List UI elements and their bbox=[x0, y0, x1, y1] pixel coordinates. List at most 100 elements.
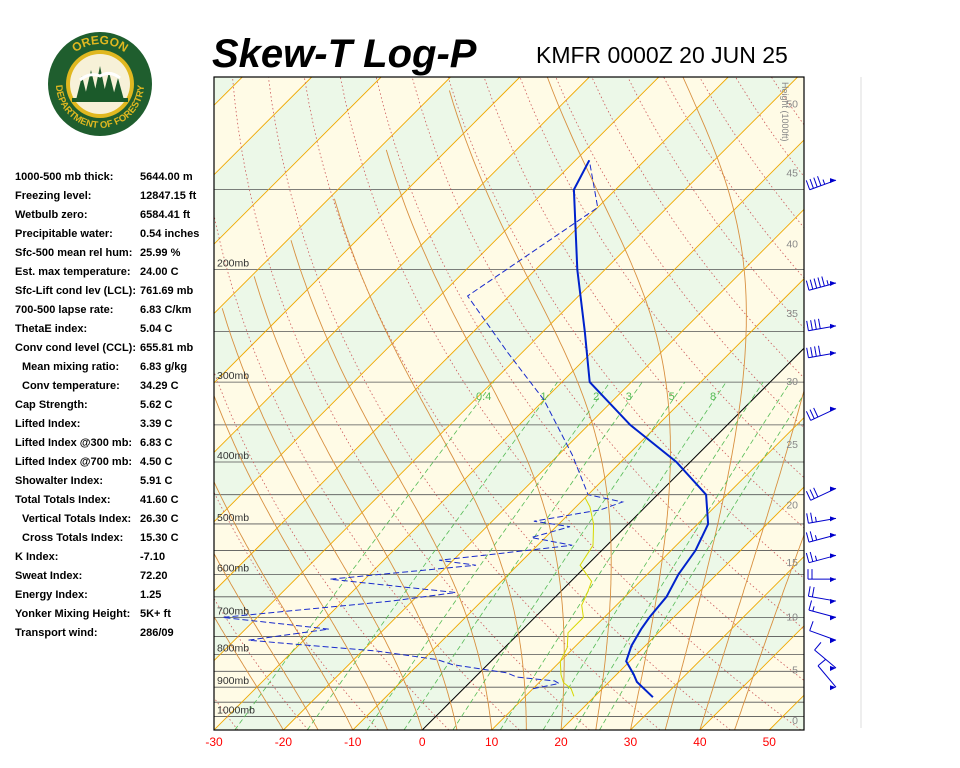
dry-adiabat-line bbox=[214, 213, 520, 730]
mixing-ratio-line bbox=[366, 381, 611, 730]
moist-adiabat-line bbox=[290, 240, 493, 730]
height-tick-label: 30 bbox=[786, 376, 798, 388]
dry-adiabat-line bbox=[411, 77, 804, 630]
wind-barb bbox=[808, 600, 837, 621]
isotherm-line bbox=[0, 77, 173, 730]
index-row: Lifted Index @300 mb: 6.83 C bbox=[15, 434, 215, 453]
isotherm-line bbox=[214, 77, 382, 245]
mixing-ratio-line bbox=[599, 393, 804, 730]
mixing-ratio-line bbox=[574, 381, 791, 730]
index-row: Sfc-500 mean rel hum: 25.99 % bbox=[15, 244, 215, 263]
mixing-ratio-line bbox=[403, 381, 643, 730]
pressure-label: 700mb bbox=[217, 605, 249, 617]
wind-barb bbox=[807, 586, 837, 605]
index-value: 24.00 C bbox=[140, 266, 179, 278]
index-row: Precipitable water: 0.54 inches bbox=[15, 225, 215, 244]
svg-text:OREGON: OREGON bbox=[69, 33, 130, 55]
index-value: 6.83 g/kg bbox=[140, 361, 188, 373]
index-label: Freezing level: bbox=[15, 190, 92, 202]
mixing-ratio-label: 2 bbox=[593, 391, 599, 403]
x-tick-label: 10 bbox=[485, 735, 499, 749]
index-row: Total Totals Index: 41.60 C bbox=[15, 491, 215, 510]
wind-barb bbox=[817, 658, 837, 691]
index-value: 4.50 C bbox=[140, 456, 173, 468]
index-row: 1000-500 mb thick: 5644.00 m bbox=[15, 168, 215, 187]
isotherm-line bbox=[214, 77, 729, 592]
index-value: 5K+ ft bbox=[140, 608, 171, 620]
x-tick-label: 0 bbox=[419, 735, 426, 749]
mixing-ratio-label: 5 bbox=[669, 391, 675, 403]
isotherm-line bbox=[214, 77, 521, 384]
index-label: Total Totals Index: bbox=[15, 494, 111, 506]
mixing-ratio-line bbox=[542, 381, 764, 730]
dry-adiabat-line bbox=[879, 77, 960, 730]
wind-barb bbox=[806, 512, 837, 524]
index-row: Conv temperature: 34.29 C bbox=[15, 377, 215, 396]
index-label: Mean mixing ratio: bbox=[22, 361, 120, 373]
index-label: Conv temperature: bbox=[22, 380, 120, 392]
plot-frame bbox=[213, 76, 805, 731]
height-tick-label: 20 bbox=[786, 499, 798, 511]
dry-adiabat-line bbox=[268, 77, 661, 730]
index-row: Yonker Mixing Height: 5K+ ft bbox=[15, 605, 215, 624]
dry-adiabat-line bbox=[303, 77, 731, 730]
isotherm-line bbox=[839, 77, 960, 730]
isotherm-line bbox=[214, 77, 590, 453]
index-value: 761.69 mb bbox=[140, 285, 194, 297]
index-label: Conv cond level (CCL): bbox=[15, 342, 137, 354]
dry-adiabat-line bbox=[214, 370, 450, 730]
index-row: Cross Totals Index: 15.30 C bbox=[15, 529, 215, 548]
isotherm-line bbox=[214, 77, 660, 523]
pressure-label: 200mb bbox=[217, 257, 249, 269]
isotherm-band bbox=[0, 77, 173, 730]
index-row: Sfc-Lift cond lev (LCL): 761.69 mb bbox=[15, 282, 215, 301]
wind-barb bbox=[806, 345, 837, 359]
dewpoint-profile-line bbox=[222, 160, 625, 690]
pressure-label: 500mb bbox=[217, 512, 249, 524]
index-value: 26.30 C bbox=[140, 513, 179, 525]
index-row: Transport wind: 286/09 bbox=[15, 624, 215, 643]
index-value: 72.20 bbox=[140, 570, 168, 582]
index-label: Sfc-500 mean rel hum: bbox=[15, 247, 133, 259]
index-label: Showalter Index: bbox=[15, 475, 104, 487]
pressure-label: 800mb bbox=[217, 642, 249, 654]
index-label: Cap Strength: bbox=[15, 399, 88, 411]
mixing-ratio-label: 1 bbox=[540, 391, 546, 403]
index-label: Lifted Index: bbox=[15, 418, 81, 430]
pressure-label: 900mb bbox=[217, 675, 249, 687]
mixing-ratio-label: 3 bbox=[626, 391, 632, 403]
moist-adiabat-line bbox=[214, 615, 284, 730]
dry-adiabat-line bbox=[591, 77, 804, 379]
dry-adiabat-line bbox=[519, 77, 804, 479]
dry-adiabat-line bbox=[214, 697, 239, 730]
isotherm-band bbox=[214, 77, 243, 106]
moist-adiabat-line bbox=[664, 77, 747, 730]
index-label: Lifted Index @700 mb: bbox=[15, 456, 133, 468]
wind-barb bbox=[807, 569, 836, 583]
isotherm-band bbox=[0, 77, 103, 730]
index-value: 5.91 C bbox=[140, 475, 173, 487]
index-label: Vertical Totals Index: bbox=[22, 513, 132, 525]
isotherm-line bbox=[0, 77, 34, 730]
pressure-label: 400mb bbox=[217, 450, 249, 462]
mixing-ratio-line bbox=[452, 381, 686, 730]
index-row: Sweat Index: 72.20 bbox=[15, 567, 215, 586]
index-label: Est. max temperature: bbox=[15, 266, 131, 278]
wind-barb bbox=[814, 642, 837, 672]
index-row: Lifted Index: 3.39 C bbox=[15, 415, 215, 434]
index-label: Transport wind: bbox=[15, 627, 98, 639]
moist-adiabat-line bbox=[333, 198, 527, 730]
isotherm-line bbox=[630, 555, 804, 730]
x-tick-label: 50 bbox=[763, 735, 777, 749]
height-tick-label: 10 bbox=[786, 612, 798, 624]
pressure-label: 1000mb bbox=[217, 704, 255, 716]
height-tick-label: 15 bbox=[786, 557, 798, 569]
wind-barb bbox=[805, 176, 837, 191]
index-label: Yonker Mixing Height: bbox=[15, 608, 131, 620]
index-value: 6.83 C/km bbox=[140, 304, 192, 316]
index-value: 286/09 bbox=[140, 627, 174, 639]
isotherm-line bbox=[0, 77, 103, 730]
index-value: 15.30 C bbox=[140, 532, 179, 544]
isotherm-line bbox=[491, 417, 804, 730]
plot-area: 0.4 1 2 3 5 8 bbox=[0, 77, 960, 730]
